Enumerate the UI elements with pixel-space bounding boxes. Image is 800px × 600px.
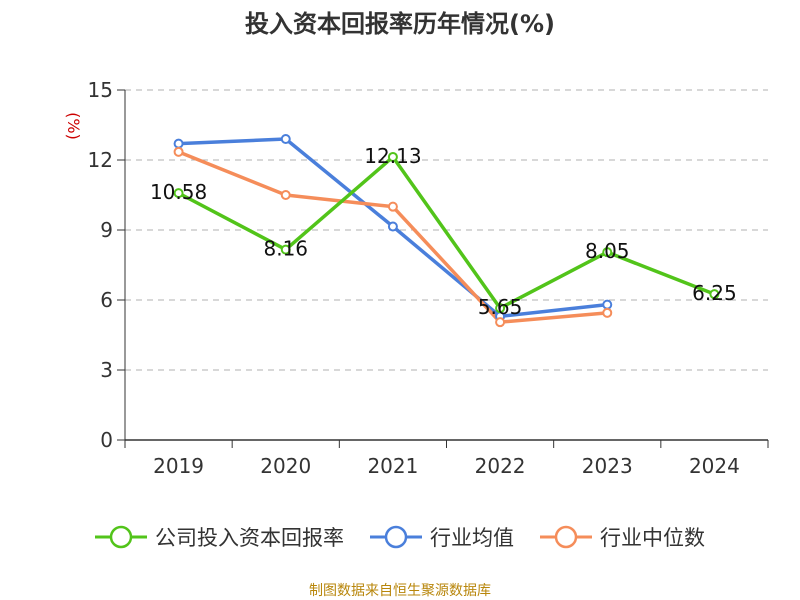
legend-label: 行业均值 [430,526,514,550]
y-tick-label: 9 [100,218,113,242]
legend-swatch-marker [109,525,133,549]
x-tick-label: 2019 [153,454,204,478]
data-point [173,146,184,157]
legend-item[interactable]: 行业中位数 [539,525,705,550]
data-point [280,134,291,144]
legend-item[interactable]: 公司投入资本回报率 [95,525,344,550]
legend-swatch-marker [384,525,408,549]
y-tick-label: 6 [100,288,113,312]
series-line-0 [177,155,716,310]
y-tick-label: 12 [88,148,113,172]
y-tick-label: 0 [100,428,113,452]
data-point [602,307,613,318]
y-axis-label: (%) [64,112,83,140]
legend-label: 行业中位数 [600,526,705,550]
y-tick-label: 3 [100,358,113,382]
data-point [602,247,613,258]
y-tick-labels: 0 3 6 9 12 15 [88,78,113,452]
legend-item[interactable]: 行业均值 [370,525,514,550]
x-tick-label: 2024 [689,454,740,478]
data-point [495,303,506,314]
data-label: 8.16 [263,237,308,261]
legend-label: 公司投入资本回报率 [155,526,344,550]
series-lines [177,137,716,324]
x-tick-label: 2023 [582,454,633,478]
axes [117,89,769,448]
y-tick-label: 15 [88,78,113,102]
series-points [173,134,720,328]
x-tick-label: 2020 [260,454,311,478]
data-point [709,289,720,300]
data-point [387,221,398,232]
data-point [602,299,613,310]
data-point [495,317,506,328]
data-label: 12.13 [364,144,421,168]
x-tick-label: 2022 [475,454,526,478]
data-label: 6.25 [692,281,737,305]
chart-title: 投入资本回报率历年情况(%) [245,10,555,38]
data-point [173,138,184,149]
legend[interactable]: 公司投入资本回报率 行业均值 行业中位数 [95,525,705,550]
data-point [280,190,291,200]
data-point [280,244,291,255]
data-label: 5.65 [478,295,523,319]
x-tick-label: 2021 [367,454,418,478]
data-label: 10.58 [150,180,207,204]
x-tick-labels: 2019 2020 2021 2022 2023 2024 [153,454,740,478]
series-line-2 [177,150,608,324]
data-point [173,188,184,199]
source-note: 制图数据来自恒生聚源数据库 [309,583,491,599]
data-label: 8.05 [585,239,630,263]
data-labels: 10.58 8.16 12.13 5.65 8.05 6.25 [150,144,737,319]
data-point [387,201,398,212]
legend-swatch-marker [554,525,578,549]
data-point [387,151,398,162]
